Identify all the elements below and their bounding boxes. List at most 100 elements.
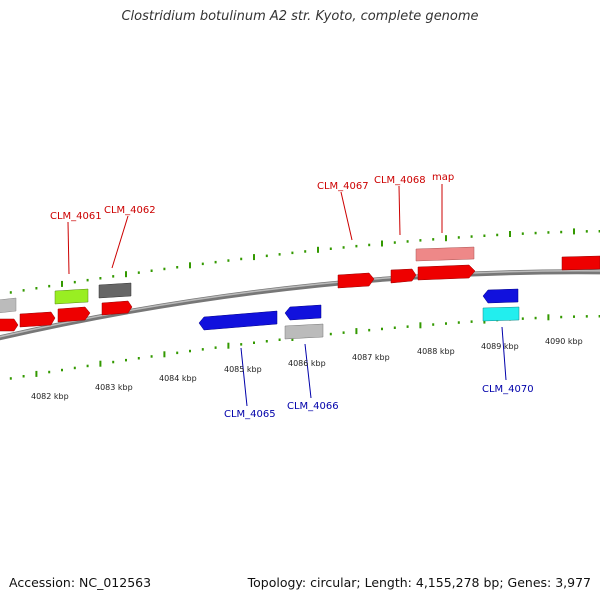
minor-tick <box>163 267 166 271</box>
gene-arrow[interactable] <box>337 272 375 289</box>
reverse-strand-genes <box>198 288 520 340</box>
minor-tick <box>227 259 230 262</box>
minor-tick <box>201 262 204 266</box>
minor-tick <box>445 322 447 325</box>
minor-tick <box>214 260 217 264</box>
accession-text: Accession: NC_012563 <box>9 575 152 590</box>
minor-tick <box>483 234 486 237</box>
major-tick <box>61 280 63 287</box>
minor-tick <box>214 346 217 349</box>
minor-tick <box>406 325 409 328</box>
gene-label-clm-4062[interactable]: CLM_4062 <box>104 205 156 216</box>
minor-tick <box>150 269 153 272</box>
minor-tick <box>496 233 499 237</box>
gene-arrow[interactable] <box>198 310 278 331</box>
minor-tick <box>137 271 140 274</box>
minor-tick <box>48 370 51 374</box>
scale-label-4085: 4085 kbp <box>224 365 262 374</box>
minor-tick <box>381 327 383 331</box>
minor-tick <box>125 358 127 362</box>
minor-tick <box>189 349 191 353</box>
minor-tick <box>278 253 281 256</box>
minor-tick <box>22 375 25 378</box>
minor-tick <box>470 235 473 238</box>
minor-tick <box>278 338 281 341</box>
reverse-tick-track <box>9 314 600 380</box>
minor-tick <box>355 244 358 248</box>
minor-tick <box>585 315 588 318</box>
minor-tick <box>393 326 396 329</box>
minor-tick <box>73 280 76 284</box>
minor-tick <box>573 315 575 318</box>
minor-tick <box>240 343 243 346</box>
minor-tick <box>48 284 51 288</box>
minor-tick <box>432 323 435 326</box>
minor-tick <box>457 236 460 239</box>
minor-tick <box>560 315 563 319</box>
minor-tick <box>534 316 537 320</box>
gene-arrow[interactable] <box>482 288 519 304</box>
major-tick <box>509 231 511 237</box>
minor-tick <box>457 321 460 324</box>
gene-arrow[interactable] <box>101 300 133 316</box>
gene-arrow[interactable] <box>561 255 600 271</box>
minor-tick <box>521 317 524 320</box>
major-tick <box>227 342 230 349</box>
minor-tick <box>368 328 371 332</box>
minor-tick <box>99 277 102 280</box>
scale-label-4089: 4089 kbp <box>481 342 519 351</box>
minor-tick <box>112 360 115 364</box>
scale-label-4088: 4088 kbp <box>417 347 455 356</box>
minor-tick <box>35 287 38 290</box>
gene-arrow[interactable] <box>0 318 19 332</box>
minor-tick <box>61 368 63 372</box>
misc-feature[interactable] <box>482 306 520 322</box>
scale-label-4086: 4086 kbp <box>288 359 326 368</box>
minor-tick <box>291 251 294 255</box>
minor-tick <box>304 250 307 253</box>
gene-label-clm-4067[interactable]: CLM_4067 <box>317 181 369 192</box>
major-tick <box>445 235 447 242</box>
major-tick <box>547 314 550 321</box>
minor-tick <box>368 243 371 247</box>
major-tick <box>355 328 358 335</box>
major-tick <box>125 271 127 278</box>
gene-label-clm-4061[interactable]: CLM_4061 <box>50 211 102 222</box>
scale-label-4087: 4087 kbp <box>352 353 390 362</box>
gene-arrow[interactable] <box>417 264 476 281</box>
gene-arrow[interactable] <box>390 268 417 284</box>
major-tick <box>381 240 383 247</box>
misc-feature[interactable] <box>98 282 132 299</box>
gene-label-clm-4065[interactable]: CLM_4065 <box>224 409 276 420</box>
minor-tick <box>470 320 473 323</box>
minor-tick <box>9 377 12 380</box>
major-tick <box>189 262 191 269</box>
gene-arrow[interactable] <box>284 304 322 321</box>
misc-feature[interactable] <box>284 323 324 340</box>
gene-arrow[interactable] <box>57 306 91 323</box>
minor-tick <box>585 230 588 233</box>
minor-tick <box>560 230 563 234</box>
minor-tick <box>329 247 332 250</box>
scale-label-4083: 4083 kbp <box>95 383 133 392</box>
reverse-gene-labels: CLM_4065 CLM_4066 CLM_4070 <box>224 326 534 420</box>
gene-label-clm-4068[interactable]: CLM_4068 <box>374 175 426 186</box>
misc-feature[interactable] <box>54 288 89 305</box>
genome-summary-text: Topology: circular; Length: 4,155,278 bp… <box>247 575 591 590</box>
minor-tick <box>137 357 140 360</box>
minor-tick <box>240 257 243 261</box>
minor-tick <box>598 230 600 233</box>
misc-feature[interactable] <box>0 297 17 314</box>
major-tick <box>419 322 422 329</box>
forward-gene-labels: CLM_4061 CLM_4062 CLM_4067 CLM_4068 map <box>50 172 454 275</box>
minor-tick <box>73 366 76 370</box>
gene-label-clm-4066[interactable]: CLM_4066 <box>287 401 339 412</box>
minor-tick <box>547 231 550 234</box>
gene-label-clm-4070[interactable]: CLM_4070 <box>482 384 534 395</box>
minor-tick <box>176 266 179 269</box>
gene-label-map[interactable]: map <box>432 172 454 183</box>
misc-feature[interactable] <box>415 246 475 262</box>
minor-tick <box>253 341 255 344</box>
gene-arrow[interactable] <box>19 311 56 328</box>
